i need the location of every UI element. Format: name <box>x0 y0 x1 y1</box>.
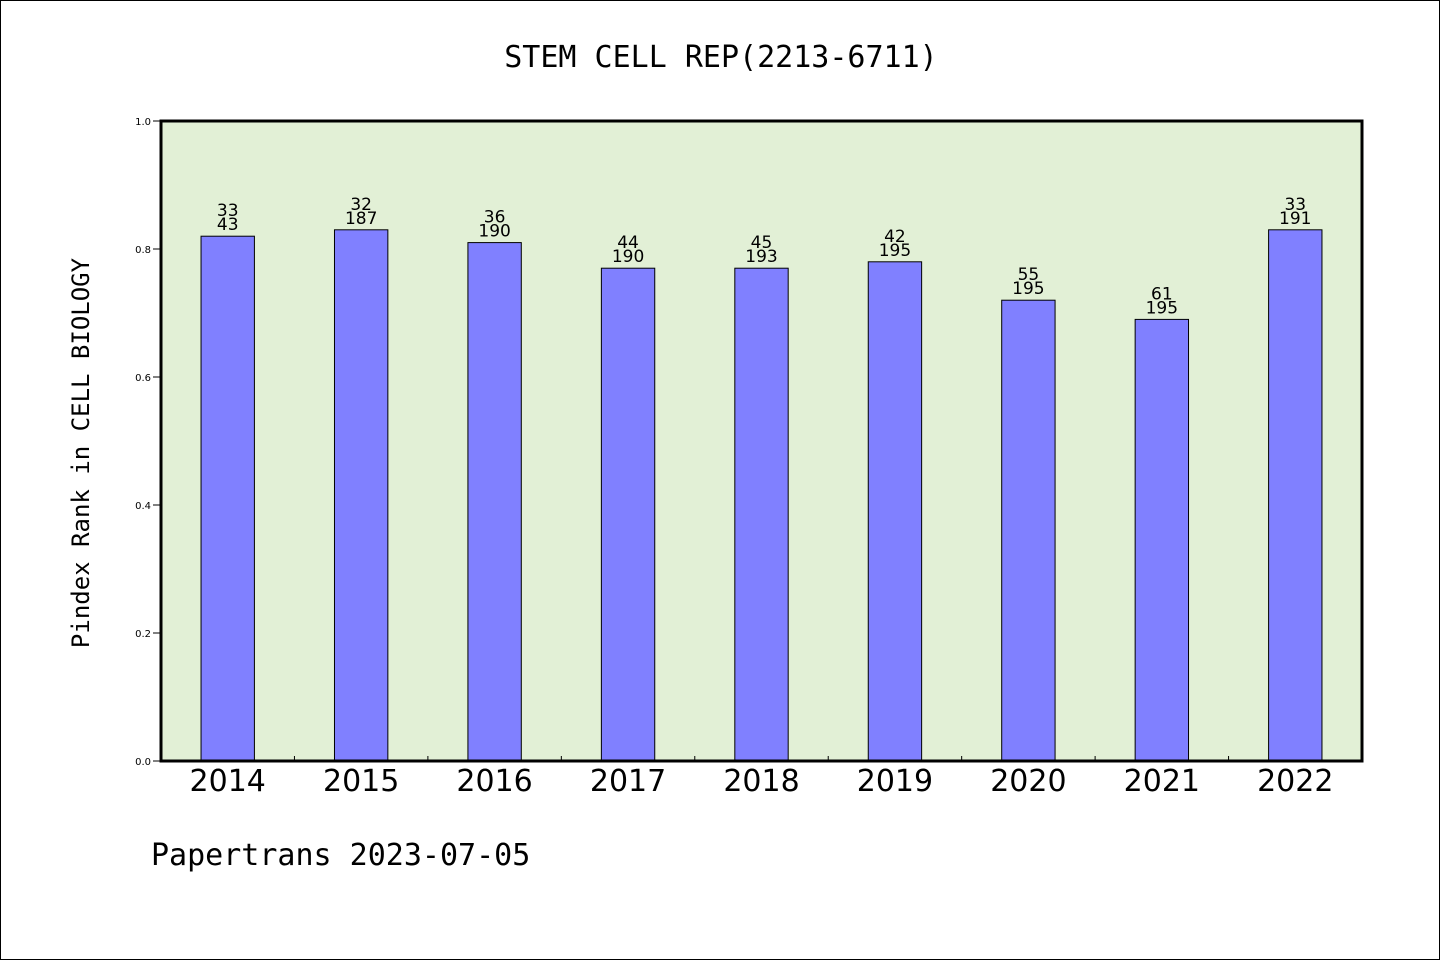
x-tick-label-2017: 2017 <box>590 764 666 799</box>
x-tick-label-2015: 2015 <box>323 764 399 799</box>
footer-credit: Papertrans 2023-07-05 <box>151 838 530 873</box>
x-tick-label-2014: 2014 <box>190 764 266 799</box>
rank-label-2015: 32 <box>350 195 372 215</box>
bar-2017 <box>600 267 656 762</box>
rank-label-2022: 33 <box>1284 195 1306 215</box>
x-tick-label-2021: 2021 <box>1124 764 1200 799</box>
total-label-2019: 195 <box>879 241 911 261</box>
total-label-2015: 187 <box>345 209 377 229</box>
y-tick-label: 0.6 <box>135 373 151 384</box>
rank-label-2020: 55 <box>1018 265 1040 285</box>
bar-2018 <box>734 267 789 762</box>
rank-label-2019: 42 <box>884 227 906 247</box>
plot-frame <box>159 119 1364 763</box>
total-label-2016: 190 <box>478 222 510 242</box>
total-label-2021: 195 <box>1146 298 1178 318</box>
total-label-2014: 43 <box>217 215 239 235</box>
total-label-2017: 190 <box>612 247 644 267</box>
bar-2022 <box>1268 229 1323 762</box>
x-tick-label-2018: 2018 <box>723 764 799 799</box>
bar-2016 <box>467 242 522 762</box>
bar-2014 <box>200 235 255 762</box>
rank-label-2016: 36 <box>484 208 506 228</box>
total-label-2020: 195 <box>1012 279 1044 299</box>
rank-label-2017: 44 <box>617 233 639 253</box>
bar-2021 <box>1134 318 1190 762</box>
bar-2015 <box>333 229 389 762</box>
y-tick-label: 0.0 <box>135 757 151 768</box>
chart-title: STEM CELL REP(2213-6711) <box>504 40 937 75</box>
y-tick-label: 1.0 <box>135 117 151 128</box>
y-tick-label: 0.4 <box>135 501 151 512</box>
bar-2019 <box>867 261 923 762</box>
rank-label-2018: 45 <box>751 233 773 253</box>
y-tick-label: 0.8 <box>135 245 151 256</box>
rank-label-2014: 33 <box>217 201 239 221</box>
total-label-2018: 193 <box>745 247 777 267</box>
bar-2020 <box>1001 299 1056 762</box>
x-tick-label-2020: 2020 <box>990 764 1066 799</box>
x-tick-label-2019: 2019 <box>857 764 933 799</box>
axes: 2014 2015 2016 2017 2018 2019 2020 2021 2022 0.0 0… <box>135 117 1333 799</box>
y-tick-label: 0.2 <box>135 629 151 640</box>
bars <box>200 229 1323 762</box>
total-label-2022: 191 <box>1279 209 1311 229</box>
y-axis-label: Pindex Rank in CELL BIOLOGY <box>67 257 95 648</box>
rank-label-2021: 61 <box>1151 284 1173 304</box>
x-tick-label-2022: 2022 <box>1257 764 1333 799</box>
x-tick-label-2016: 2016 <box>456 764 532 799</box>
